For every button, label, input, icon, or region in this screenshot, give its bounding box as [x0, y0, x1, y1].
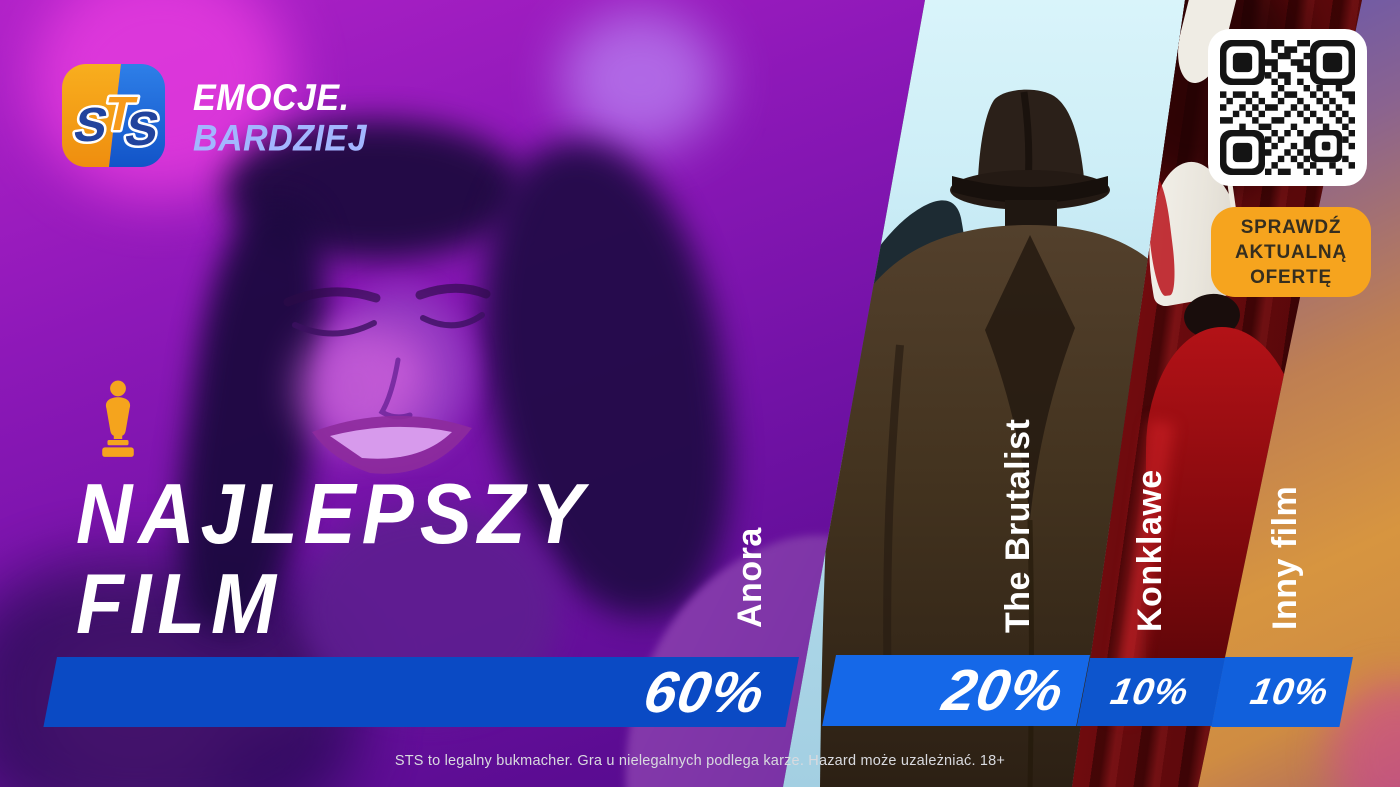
percent-value: 60% [638, 659, 771, 725]
odds-bar-segment-brutalist: 20% [822, 655, 1090, 726]
film-label-inny: Inny film [1266, 485, 1304, 630]
oscar-statuette-icon [102, 380, 134, 457]
odds-bar-segment-inny: 10% [1211, 657, 1353, 727]
brand-tagline: EMOCJE. BARDZIEJ [193, 76, 368, 160]
bokeh-glow [560, 10, 720, 150]
odds-bar-segment-konklawe: 10% [1076, 658, 1225, 726]
headline-line-2: FILM [76, 554, 282, 652]
percent-value: 10% [1107, 671, 1193, 712]
check-offer-button[interactable]: SPRAWDŹ AKTUALNĄ OFERTĘ [1211, 207, 1371, 297]
qr-code[interactable] [1220, 40, 1355, 175]
film-label-anora: Anora [731, 527, 769, 628]
page-title: NAJLEPSZY FILM [76, 468, 589, 648]
qr-code-panel [1208, 29, 1367, 186]
percent-value: 10% [1247, 671, 1333, 712]
face-features [283, 283, 491, 474]
tagline-line-2: BARDZIEJ [193, 117, 368, 160]
cta-line-2: AKTUALNĄ [1235, 241, 1347, 263]
percent-value: 20% [937, 658, 1070, 723]
film-label-konklawe: Konklawe [1131, 469, 1169, 632]
cta-line-3: OFERTĘ [1250, 266, 1332, 288]
tagline-line-1: EMOCJE. [193, 76, 350, 119]
odds-bar-segment-anora: 60% [43, 657, 800, 727]
film-label-brutalist: The Brutalist [999, 418, 1037, 633]
legal-disclaimer: STS to legalny bukmacher. Gra u nielegal… [394, 753, 1006, 769]
sts-logo: S T S [62, 64, 165, 167]
headline-line-1: NAJLEPSZY [76, 464, 590, 562]
cta-line-1: SPRAWDŹ [1240, 216, 1342, 238]
